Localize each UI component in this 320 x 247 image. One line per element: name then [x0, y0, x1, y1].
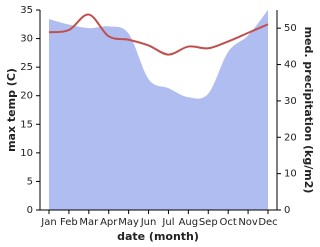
y-tick-label: 10	[20, 148, 33, 159]
x-tick-label: Jun	[140, 217, 157, 228]
x-axis-label: date (month)	[117, 230, 199, 243]
x-tick-label: Nov	[238, 217, 258, 228]
y2-axis-label: med. precipitation (kg/m2)	[302, 27, 315, 194]
x-tick-label: Oct	[220, 217, 237, 228]
x-tick-label: Sep	[199, 217, 218, 228]
y2-tick-label: 50	[284, 23, 297, 34]
x-tick-label: Jul	[161, 217, 174, 228]
y2-tick-label: 30	[284, 96, 297, 107]
y-tick-label: 30	[20, 34, 33, 45]
x-tick-label: May	[118, 217, 139, 228]
y2-tick-label: 20	[284, 132, 297, 143]
y-tick-label: 5	[27, 176, 33, 187]
precipitation-area	[49, 10, 268, 210]
y-tick-label: 15	[20, 119, 33, 130]
x-tick-label: Feb	[60, 217, 78, 228]
y-tick-label: 0	[27, 205, 33, 216]
y2-tick-label: 40	[284, 60, 297, 71]
y2-tick-label: 10	[284, 169, 297, 180]
x-tick-label: Dec	[258, 217, 277, 228]
y2-tick-label: 0	[284, 205, 290, 216]
y-tick-label: 25	[20, 62, 33, 73]
y-tick-label: 20	[20, 91, 33, 102]
y-tick-label: 35	[20, 5, 33, 16]
x-tick-label: Apr	[100, 217, 118, 228]
x-tick-label: Mar	[79, 217, 99, 228]
x-tick-label: Jan	[40, 217, 56, 228]
x-tick-label: Aug	[179, 217, 199, 228]
temperature-line	[48, 13, 269, 56]
y-axis-label: max temp (C)	[5, 68, 18, 152]
